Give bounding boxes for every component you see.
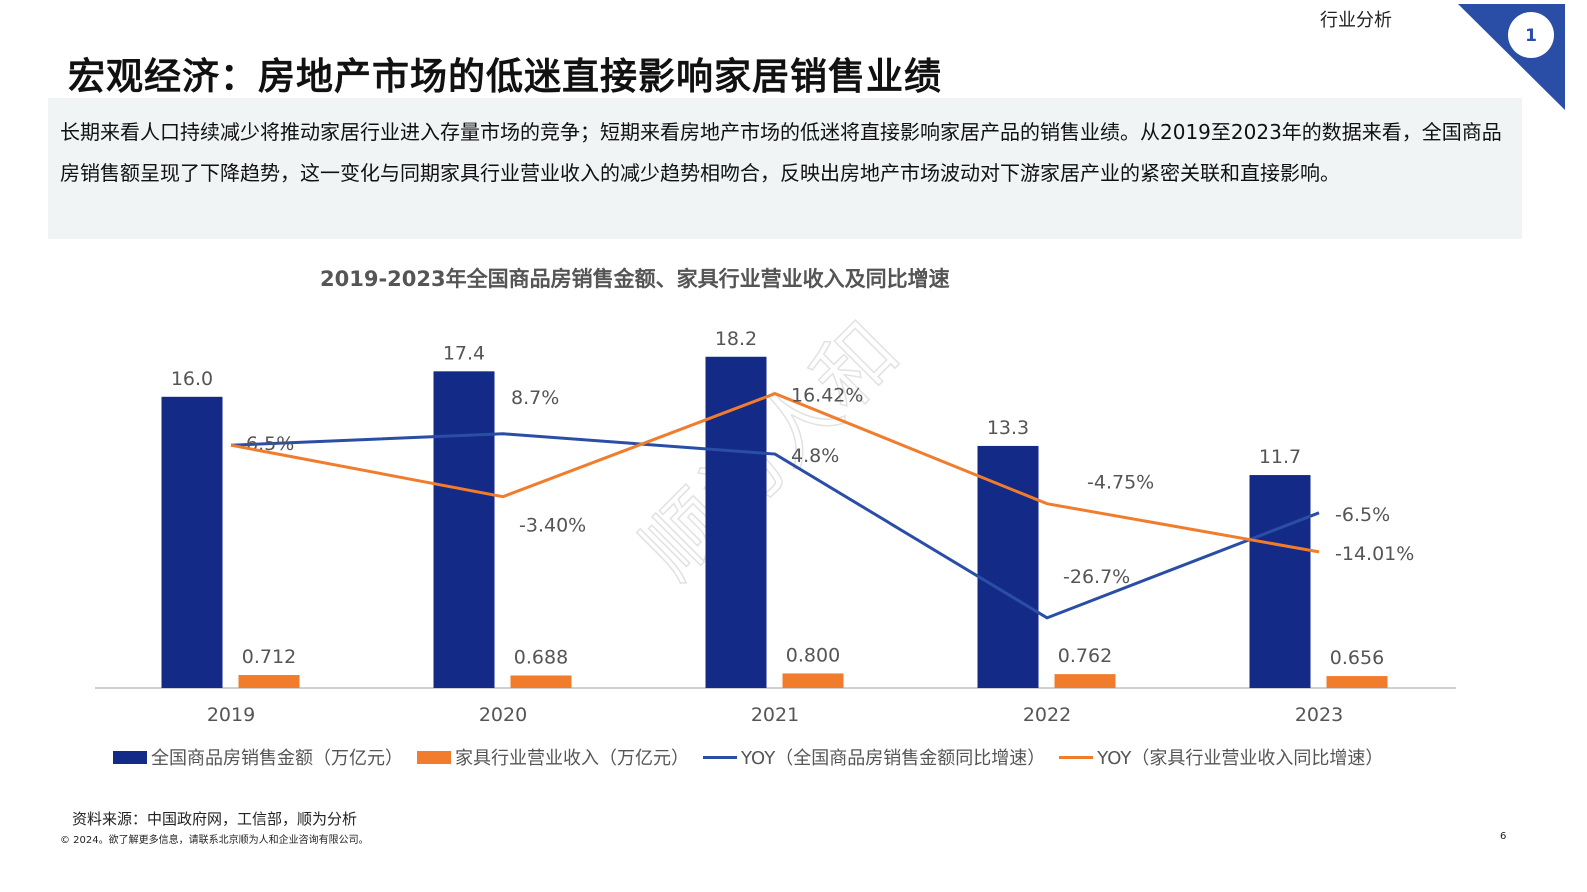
section-label: 行业分析 bbox=[1320, 10, 1392, 31]
line-value-label: -6.5% bbox=[1335, 504, 1390, 526]
x-tick-label: 2019 bbox=[207, 704, 255, 726]
line-value-label: 4.8% bbox=[791, 445, 839, 467]
bar-value-label: 16.0 bbox=[171, 368, 213, 390]
badge-number: 1 bbox=[1525, 26, 1537, 46]
x-tick-label: 2023 bbox=[1295, 704, 1343, 726]
x-tick-label: 2021 bbox=[751, 704, 799, 726]
bar-value-label: 18.2 bbox=[715, 328, 757, 350]
legend-item: 家具行业营业收入（万亿元） bbox=[417, 744, 689, 770]
bar-value-label: 0.712 bbox=[242, 646, 296, 668]
legend-swatch bbox=[417, 750, 451, 764]
bar bbox=[1326, 676, 1388, 688]
bar-value-label: 0.762 bbox=[1058, 645, 1112, 667]
source-note: 资料来源：中国政府网，工信部，顺为分析 bbox=[72, 810, 358, 828]
legend-label: 家具行业营业收入（万亿元） bbox=[455, 748, 689, 769]
bar bbox=[705, 356, 767, 688]
page-badge: 1 bbox=[1458, 4, 1565, 110]
bar-value-label: 0.800 bbox=[786, 644, 840, 666]
chart-title: 2019-2023年全国商品房销售金额、家具行业营业收入及同比增速 bbox=[320, 267, 950, 291]
watermark: 顺为人和 bbox=[625, 305, 917, 597]
summary-box: 长期来看人口持续减少将推动家居行业进入存量市场的竞争；短期来看房地产市场的低迷将… bbox=[48, 98, 1522, 239]
bar bbox=[1054, 674, 1116, 688]
bar bbox=[782, 673, 844, 688]
bar-value-label: 11.7 bbox=[1259, 446, 1301, 468]
bar-value-label: 13.3 bbox=[987, 417, 1029, 439]
legend-item: YOY（全国商品房销售金额同比增速） bbox=[703, 744, 1045, 770]
yoy-line bbox=[230, 432, 1320, 620]
yoy-line bbox=[230, 392, 1320, 554]
bar bbox=[977, 445, 1039, 688]
bar-value-label: 17.4 bbox=[443, 342, 485, 364]
bar bbox=[510, 675, 572, 688]
bar-value-label: 0.656 bbox=[1330, 647, 1384, 669]
line-value-label: 16.42% bbox=[791, 385, 863, 407]
line-value-label: -4.75% bbox=[1087, 472, 1154, 494]
legend-swatch bbox=[1059, 755, 1094, 759]
x-tick-label: 2022 bbox=[1023, 704, 1071, 726]
chart: 顺为人和 2019 2020 2021 2022 2023 16.0 17.4 18.2 13.… bbox=[95, 304, 1456, 726]
legend-swatch bbox=[703, 755, 737, 759]
bar bbox=[238, 675, 300, 688]
page-number: 6 bbox=[1500, 831, 1507, 842]
page-title: 宏观经济：房地产市场的低迷直接影响家居销售业绩 bbox=[68, 55, 942, 98]
line-value-label: -3.40% bbox=[519, 515, 586, 537]
legend-item: 全国商品房销售金额（万亿元） bbox=[113, 744, 403, 770]
x-tick-label: 2020 bbox=[479, 704, 527, 726]
line-value-label: -14.01% bbox=[1335, 543, 1414, 565]
bar bbox=[433, 371, 495, 688]
legend-item: YOY（家具行业营业收入同比增速） bbox=[1059, 744, 1383, 770]
legend-swatch bbox=[113, 750, 147, 764]
bar bbox=[1249, 475, 1311, 688]
bar bbox=[161, 396, 223, 688]
legend-label: 全国商品房销售金额（万亿元） bbox=[151, 748, 403, 769]
legend-label: YOY（家具行业营业收入同比增速） bbox=[1097, 748, 1384, 769]
copyright: © 2024。欲了解更多信息，请联系北京顺为人和企业咨询有限公司。 bbox=[60, 835, 369, 846]
chart-legend: 全国商品房销售金额（万亿元） 家具行业营业收入（万亿元） YOY（全国商品房销售… bbox=[113, 744, 1383, 770]
legend-label: YOY（全国商品房销售金额同比增速） bbox=[741, 748, 1046, 769]
bar-value-label: 0.688 bbox=[514, 646, 568, 668]
line-value-label: -26.7% bbox=[1063, 566, 1130, 588]
line-value-label: 8.7% bbox=[511, 387, 559, 409]
